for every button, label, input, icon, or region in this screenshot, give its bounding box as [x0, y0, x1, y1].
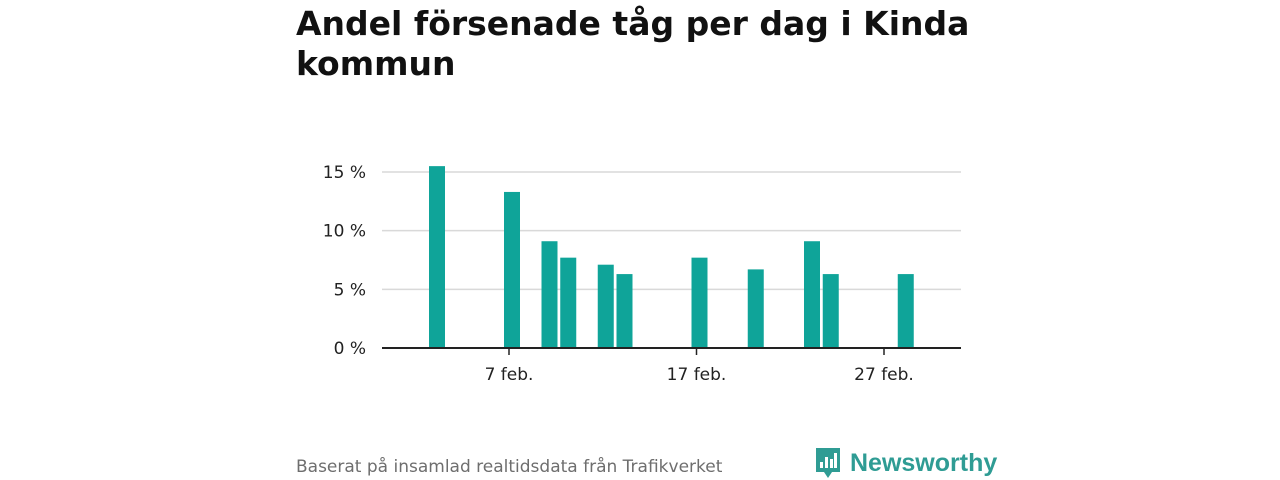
y-tick-label: 10 % — [323, 222, 366, 242]
brand-name: Newsworthy — [850, 448, 998, 477]
y-axis-ticks: 0 % 5 % 10 % 15 % — [323, 163, 366, 359]
bar — [822, 274, 839, 348]
y-tick-label: 15 % — [323, 163, 366, 183]
x-tick-label: 27 feb. — [854, 365, 914, 385]
bar — [804, 241, 820, 348]
gridlines — [382, 171, 961, 291]
bar — [616, 274, 633, 348]
bar — [504, 191, 520, 348]
x-axis: 7 feb. 17 feb. 27 feb. — [382, 347, 961, 385]
x-tick-label: 17 feb. — [667, 365, 727, 385]
bar — [747, 269, 764, 348]
bar — [897, 274, 914, 348]
y-tick-label: 5 % — [334, 280, 366, 300]
bar — [541, 241, 558, 348]
chart-title: Andel försenade tåg per dag i Kinda komm… — [296, 4, 970, 83]
y-tick-label: 0 % — [334, 339, 366, 359]
bars — [429, 166, 914, 348]
newsworthy-logo-icon — [816, 448, 840, 478]
brand[interactable]: Newsworthy — [814, 446, 997, 480]
x-tick-label: 7 feb. — [485, 365, 534, 385]
bar — [597, 264, 614, 348]
bar — [691, 257, 708, 348]
bar — [560, 257, 577, 348]
bar — [429, 166, 445, 348]
source-note: Baserat på insamlad realtidsdata från Tr… — [296, 457, 723, 477]
